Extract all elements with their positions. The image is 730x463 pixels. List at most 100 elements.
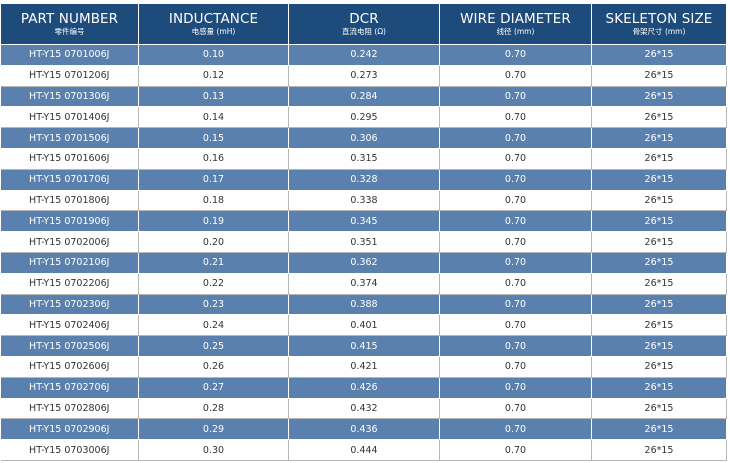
cell-skeleton-size: 26*15 xyxy=(591,251,727,274)
header-wire-diameter-cn: 线径 (mm) xyxy=(496,27,535,36)
cell-part-number: HT-Y15 0701306J xyxy=(0,85,139,108)
cell-wire-diameter: 0.70 xyxy=(439,127,592,149)
cell-part-number: HT-Y15 0701006J xyxy=(0,44,139,66)
table-row: HT-Y15 0702506J 0.25 0.415 0.70 26*15 xyxy=(0,335,727,357)
cell-dcr: 0.351 xyxy=(288,231,440,253)
cell-part-number: HT-Y15 0702806J xyxy=(0,397,139,420)
cell-part-number: HT-Y15 0701606J xyxy=(0,147,139,170)
cell-wire-diameter: 0.70 xyxy=(439,147,592,170)
cell-inductance: 0.22 xyxy=(138,272,289,295)
cell-skeleton-size: 26*15 xyxy=(591,210,727,233)
cell-part-number: HT-Y15 0701706J xyxy=(0,168,139,191)
cell-inductance: 0.18 xyxy=(138,189,289,212)
cell-part-number: HT-Y15 0702406J xyxy=(0,314,139,337)
cell-wire-diameter: 0.70 xyxy=(439,251,592,274)
table-row: HT-Y15 0702806J 0.28 0.432 0.70 26*15 xyxy=(0,397,727,420)
cell-skeleton-size: 26*15 xyxy=(591,439,727,461)
cell-skeleton-size: 26*15 xyxy=(591,231,727,253)
cell-part-number: HT-Y15 0702906J xyxy=(0,418,139,441)
header-dcr-en: DCR xyxy=(349,11,379,27)
cell-part-number: HT-Y15 0702206J xyxy=(0,272,139,295)
cell-wire-diameter: 0.70 xyxy=(439,210,592,233)
table-row: HT-Y15 0702306J 0.23 0.388 0.70 26*15 xyxy=(0,293,727,316)
table-row: HT-Y15 0701606J 0.16 0.315 0.70 26*15 xyxy=(0,147,727,170)
table-row: HT-Y15 0701706J 0.17 0.328 0.70 26*15 xyxy=(0,168,727,191)
cell-dcr: 0.374 xyxy=(288,272,440,295)
cell-part-number: HT-Y15 0701906J xyxy=(0,210,139,233)
cell-inductance: 0.19 xyxy=(138,210,289,233)
cell-part-number: HT-Y15 0701206J xyxy=(0,64,139,87)
cell-dcr: 0.284 xyxy=(288,85,440,108)
header-part-number-en: PART NUMBER xyxy=(20,11,119,27)
cell-dcr: 0.432 xyxy=(288,397,440,420)
cell-skeleton-size: 26*15 xyxy=(591,147,727,170)
cell-inductance: 0.29 xyxy=(138,418,289,441)
cell-wire-diameter: 0.70 xyxy=(439,231,592,253)
cell-inductance: 0.10 xyxy=(138,44,289,66)
cell-skeleton-size: 26*15 xyxy=(591,397,727,420)
cell-inductance: 0.12 xyxy=(138,64,289,87)
table-row: HT-Y15 0701406J 0.14 0.295 0.70 26*15 xyxy=(0,106,727,129)
cell-dcr: 0.436 xyxy=(288,418,440,441)
cell-dcr: 0.426 xyxy=(288,376,440,399)
cell-skeleton-size: 26*15 xyxy=(591,106,727,129)
cell-dcr: 0.401 xyxy=(288,314,440,337)
cell-wire-diameter: 0.70 xyxy=(439,335,592,357)
cell-wire-diameter: 0.70 xyxy=(439,418,592,441)
table-row: HT-Y15 0702206J 0.22 0.374 0.70 26*15 xyxy=(0,272,727,295)
cell-inductance: 0.13 xyxy=(138,85,289,108)
cell-dcr: 0.273 xyxy=(288,64,440,87)
cell-skeleton-size: 26*15 xyxy=(591,127,727,149)
cell-inductance: 0.30 xyxy=(138,439,289,461)
cell-dcr: 0.328 xyxy=(288,168,440,191)
header-dcr: DCR 直流电阻 (Ω) xyxy=(288,3,440,45)
header-part-number: PART NUMBER 零件编号 xyxy=(0,3,139,45)
header-wire-diameter: WIRE DIAMETER 线径 (mm) xyxy=(439,3,592,45)
cell-wire-diameter: 0.70 xyxy=(439,106,592,129)
cell-skeleton-size: 26*15 xyxy=(591,272,727,295)
cell-part-number: HT-Y15 0702706J xyxy=(0,376,139,399)
cell-inductance: 0.23 xyxy=(138,293,289,316)
cell-dcr: 0.338 xyxy=(288,189,440,212)
header-inductance-cn: 电感量 (mH) xyxy=(191,27,236,36)
cell-wire-diameter: 0.70 xyxy=(439,44,592,66)
table-row: HT-Y15 0701906J 0.19 0.345 0.70 26*15 xyxy=(0,210,727,233)
cell-skeleton-size: 26*15 xyxy=(591,168,727,191)
cell-part-number: HT-Y15 0702606J xyxy=(0,355,139,378)
cell-wire-diameter: 0.70 xyxy=(439,189,592,212)
table-row: HT-Y15 0701306J 0.13 0.284 0.70 26*15 xyxy=(0,85,727,108)
cell-skeleton-size: 26*15 xyxy=(591,85,727,108)
table-row: HT-Y15 0702606J 0.26 0.421 0.70 26*15 xyxy=(0,355,727,378)
cell-part-number: HT-Y15 0702306J xyxy=(0,293,139,316)
table-body: HT-Y15 0701006J 0.10 0.242 0.70 26*15 HT-Y15 … xyxy=(0,44,727,461)
cell-part-number: HT-Y15 0702006J xyxy=(0,231,139,253)
table-row: HT-Y15 0702106J 0.21 0.362 0.70 26*15 xyxy=(0,251,727,274)
cell-dcr: 0.306 xyxy=(288,127,440,149)
table-row: HT-Y15 0702006J 0.20 0.351 0.70 26*15 xyxy=(0,231,727,253)
cell-skeleton-size: 26*15 xyxy=(591,64,727,87)
cell-inductance: 0.24 xyxy=(138,314,289,337)
cell-wire-diameter: 0.70 xyxy=(439,293,592,316)
cell-dcr: 0.362 xyxy=(288,251,440,274)
cell-dcr: 0.421 xyxy=(288,355,440,378)
header-inductance: INDUCTANCE 电感量 (mH) xyxy=(138,3,289,45)
cell-inductance: 0.26 xyxy=(138,355,289,378)
cell-skeleton-size: 26*15 xyxy=(591,376,727,399)
header-skeleton-size: SKELETON SIZE 骨架尺寸 (mm) xyxy=(591,3,727,45)
cell-part-number: HT-Y15 0701506J xyxy=(0,127,139,149)
cell-skeleton-size: 26*15 xyxy=(591,355,727,378)
cell-wire-diameter: 0.70 xyxy=(439,168,592,191)
header-wire-diameter-en: WIRE DIAMETER xyxy=(460,11,571,27)
table-row: HT-Y15 0702706J 0.27 0.426 0.70 26*15 xyxy=(0,376,727,399)
header-part-number-cn: 零件编号 xyxy=(54,27,85,36)
inductor-spec-table: PART NUMBER 零件编号 INDUCTANCE 电感量 (mH) DCR… xyxy=(0,3,727,461)
cell-skeleton-size: 26*15 xyxy=(591,44,727,66)
cell-dcr: 0.315 xyxy=(288,147,440,170)
cell-wire-diameter: 0.70 xyxy=(439,314,592,337)
header-inductance-en: INDUCTANCE xyxy=(168,11,259,27)
header-row: PART NUMBER 零件编号 INDUCTANCE 电感量 (mH) DCR… xyxy=(0,3,727,45)
header-skeleton-size-cn: 骨架尺寸 (mm) xyxy=(632,27,686,36)
table-row: HT-Y15 0702406J 0.24 0.401 0.70 26*15 xyxy=(0,314,727,337)
cell-inductance: 0.25 xyxy=(138,335,289,357)
cell-wire-diameter: 0.70 xyxy=(439,397,592,420)
